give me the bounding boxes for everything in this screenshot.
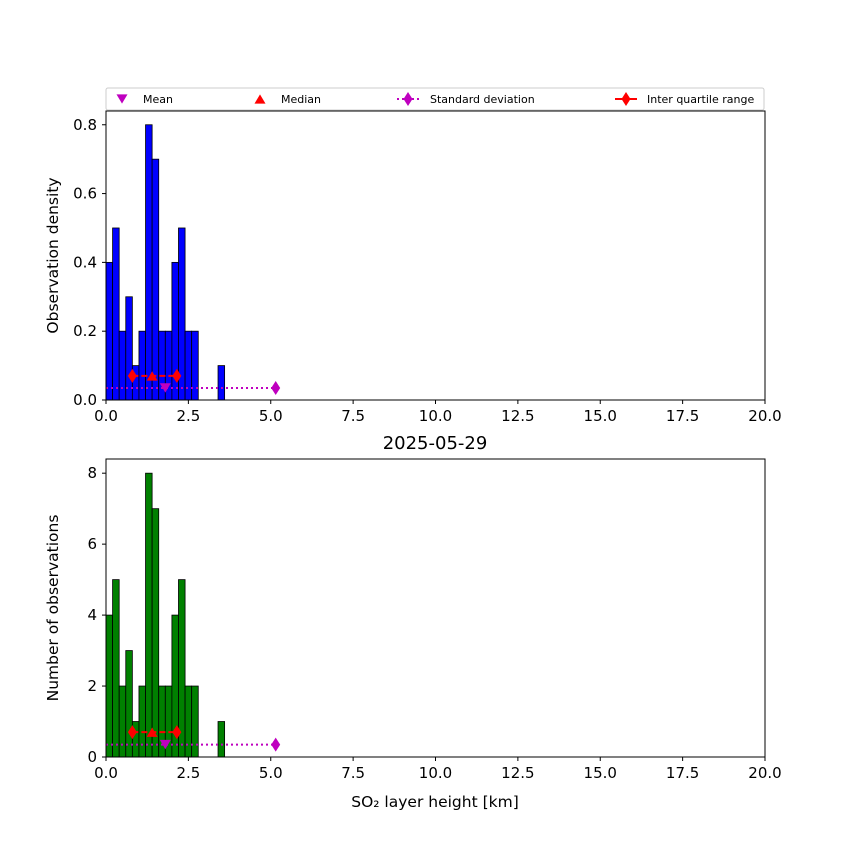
mean-marker-icon	[159, 739, 171, 750]
x-tick-label: 10.0	[419, 407, 452, 425]
statistics-overlay	[106, 368, 281, 395]
y-tick-label: 0	[87, 748, 97, 766]
histogram-bar	[217, 365, 226, 401]
legend-std-marker-icon	[403, 92, 413, 106]
iqr-low-marker-icon	[127, 368, 137, 383]
legend-label-mean: Mean	[143, 93, 173, 106]
legend-label-median: Median	[281, 93, 321, 106]
histogram-bar	[112, 579, 120, 758]
histogram-bar	[151, 158, 160, 401]
x-tick-label: 12.5	[501, 764, 534, 782]
x-tick-label: 5.0	[259, 407, 283, 425]
x-tick-label: 7.5	[341, 407, 365, 425]
histogram-bar	[118, 330, 127, 401]
x-tick-label: 20.0	[748, 764, 781, 782]
y-tick-label: 6	[87, 535, 97, 553]
legend-entry-iqr: Inter quartile range	[615, 92, 754, 106]
y-tick-label: 0.6	[73, 185, 97, 203]
y-axis-label: Observation density	[44, 177, 62, 333]
legend-mean-marker-icon	[116, 94, 128, 104]
legend-median-marker-icon	[254, 94, 266, 104]
legend-entry-median: Median	[254, 93, 321, 106]
std-dev-marker-icon	[271, 380, 281, 395]
histogram-bar	[125, 296, 133, 401]
std-dev-marker-icon	[271, 737, 281, 752]
chart-title: 2025-05-29	[383, 433, 488, 454]
x-tick-label: 0.0	[94, 407, 118, 425]
x-ticks: 0.0 2.5 5.0 7.5 10.0 12.5 15.0 17.5 20.0	[94, 757, 782, 782]
histogram-bar	[191, 330, 199, 401]
x-tick-label: 17.5	[666, 764, 699, 782]
y-tick-label: 8	[87, 464, 97, 482]
x-tick-label: 20.0	[748, 407, 781, 425]
histogram-bar	[145, 472, 153, 758]
x-tick-label: 10.0	[419, 764, 452, 782]
median-marker-icon	[146, 727, 158, 737]
y-tick-label: 0.4	[73, 253, 97, 271]
y-tick-label: 2	[87, 677, 97, 695]
x-tick-label: 0.0	[94, 764, 118, 782]
y-ticks: 0.0 0.2 0.4 0.6 0.8	[73, 116, 106, 409]
x-tick-label: 7.5	[341, 764, 365, 782]
legend-entry-std: Standard deviation	[397, 92, 535, 106]
bars	[105, 124, 226, 401]
histogram-bar	[184, 330, 193, 401]
density-panel: 0.0 2.5 5.0 7.5 10.0 12.5 15.0 17.5 20.00.00.20.…	[44, 110, 782, 425]
x-axis-label: SO₂ layer height [km]	[351, 793, 519, 811]
legend-label-std: Standard deviation	[430, 93, 535, 106]
x-tick-label: 2.5	[176, 764, 200, 782]
median-marker-icon	[146, 371, 158, 381]
x-tick-label: 15.0	[584, 407, 617, 425]
histogram-bar	[138, 685, 146, 758]
x-tick-label: 5.0	[259, 764, 283, 782]
histogram-bar	[151, 508, 160, 758]
histogram-bar	[105, 261, 113, 401]
x-tick-label: 15.0	[584, 764, 617, 782]
x-ticks: 0.0 2.5 5.0 7.5 10.0 12.5 15.0 17.5 20.0	[94, 400, 782, 425]
x-tick-label: 17.5	[666, 407, 699, 425]
y-axis-label: Number of observations	[44, 515, 62, 702]
x-tick-label: 12.5	[501, 407, 534, 425]
histogram-bar	[125, 650, 133, 758]
count-panel: 0.0 2.5 5.0 7.5 10.0 12.5 15.0 17.5 20.0 0 2 4 6 8 Num…	[44, 458, 782, 782]
y-tick-label: 0.2	[73, 322, 97, 340]
legend-entry-mean: Mean	[116, 93, 173, 106]
iqr-high-marker-icon	[172, 368, 182, 383]
histogram-bar	[217, 721, 226, 758]
iqr-high-marker-icon	[172, 725, 182, 740]
y-ticks: 0 2 4 6 8	[87, 464, 106, 766]
histogram-bar	[105, 614, 113, 758]
mean-marker-icon	[159, 383, 171, 393]
y-tick-label: 0.0	[73, 391, 97, 409]
bars	[105, 472, 226, 758]
histogram-bar	[138, 330, 146, 401]
histogram-bar	[118, 685, 127, 758]
x-tick-label: 2.5	[176, 407, 200, 425]
statistics-overlay	[106, 725, 281, 752]
iqr-low-marker-icon	[127, 725, 137, 740]
histogram-bar	[112, 227, 120, 401]
legend-frame	[105, 87, 765, 111]
y-tick-label: 0.8	[73, 116, 97, 134]
legend-label-iqr: Inter quartile range	[647, 93, 754, 106]
histogram-bar	[191, 685, 199, 758]
histogram-bar	[145, 124, 153, 401]
y-tick-label: 4	[87, 606, 97, 624]
histogram-bar	[184, 685, 193, 758]
legend-iqr-marker-icon	[621, 92, 631, 106]
legend: Mean Median Standard deviation Inter quarti…	[105, 87, 765, 111]
